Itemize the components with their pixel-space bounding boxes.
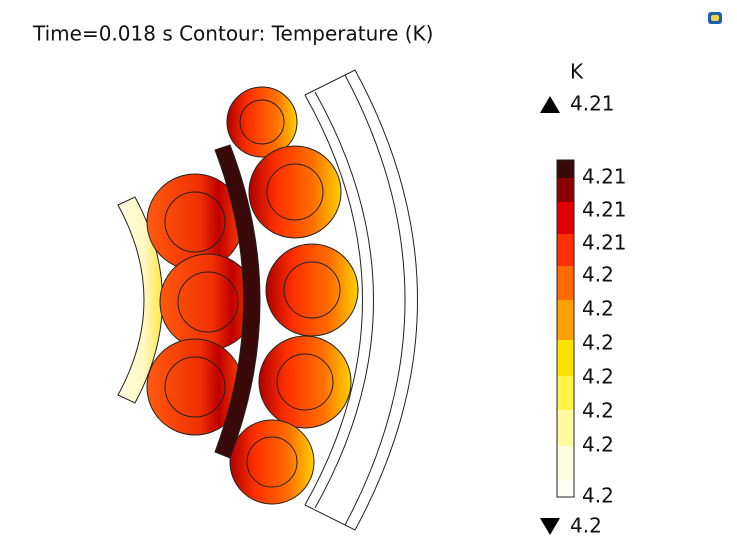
colorbar-tick-label: 4.2 <box>582 263 614 287</box>
colorbar-tick-label: 4.2 <box>582 484 614 508</box>
legend-min: 4.2 <box>570 514 602 538</box>
colorbar-tick-label: 4.2 <box>582 399 614 423</box>
max-marker <box>540 96 560 113</box>
colorbar-tick-label: 4.21 <box>582 231 627 255</box>
legend-unit: K <box>570 60 584 84</box>
colorbar-tick-label: 4.21 <box>582 165 627 189</box>
colorbar-tick-label: 4.2 <box>582 365 614 389</box>
colorbar <box>556 159 575 498</box>
colorbar-tick-label: 4.2 <box>582 297 614 321</box>
colorbar-tick-label: 4.21 <box>582 198 627 222</box>
colorbar-tick-label: 4.2 <box>582 331 614 355</box>
geometry <box>117 69 418 531</box>
app-icon <box>708 12 722 24</box>
colorbar-ticks: 4.21 4.21 4.21 4.2 4.2 4.2 4.2 4.2 4.2 4.2 <box>582 165 627 508</box>
min-marker <box>540 518 560 535</box>
title: Time=0.018 s Contour: Temperature (K) <box>32 22 433 46</box>
colorbar-tick-label: 4.2 <box>582 433 614 457</box>
legend-max: 4.21 <box>570 92 615 116</box>
